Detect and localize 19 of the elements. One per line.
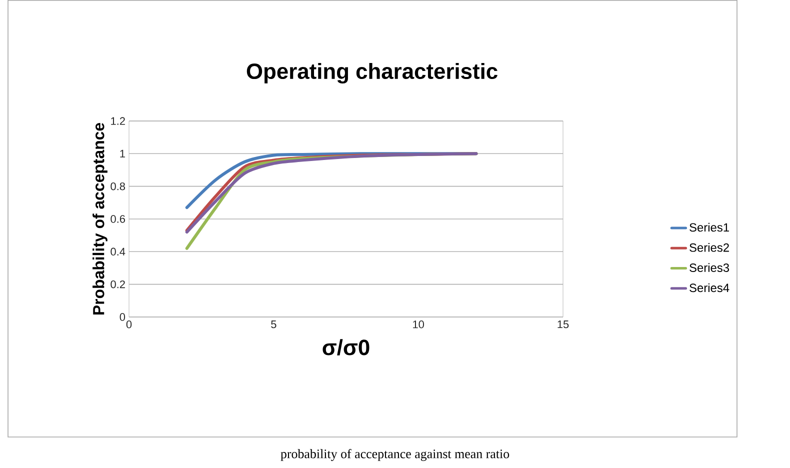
y-tick-label: 1 bbox=[120, 150, 125, 158]
y-tick-label: 0 bbox=[120, 313, 126, 321]
text: probability of acceptance against mean ratio bbox=[280, 449, 510, 461]
y-tick-label: 1.2 bbox=[111, 117, 125, 125]
x-tick-label: 0 bbox=[126, 320, 132, 328]
y-tick-label: 0.4 bbox=[110, 248, 126, 256]
y-axis-title: Probability of acceptance bbox=[92, 122, 108, 314]
x-tick-label: 15 bbox=[558, 320, 569, 328]
x-axis-title: σ/σ0 bbox=[322, 339, 370, 356]
y-tick-label: 0.8 bbox=[110, 182, 126, 190]
chart-title: Operating characteristic bbox=[246, 62, 498, 84]
legend-label: Series1 bbox=[690, 222, 729, 232]
legend-label: Series3 bbox=[690, 263, 730, 272]
legend-label: Series4 bbox=[690, 283, 730, 292]
y-tick-label: 0.2 bbox=[110, 280, 125, 288]
y-tick-label: 0.6 bbox=[110, 215, 126, 223]
legend-label: Series2 bbox=[690, 243, 729, 252]
x-tick-label: 5 bbox=[271, 320, 276, 328]
x-tick-label: 10 bbox=[413, 320, 424, 328]
